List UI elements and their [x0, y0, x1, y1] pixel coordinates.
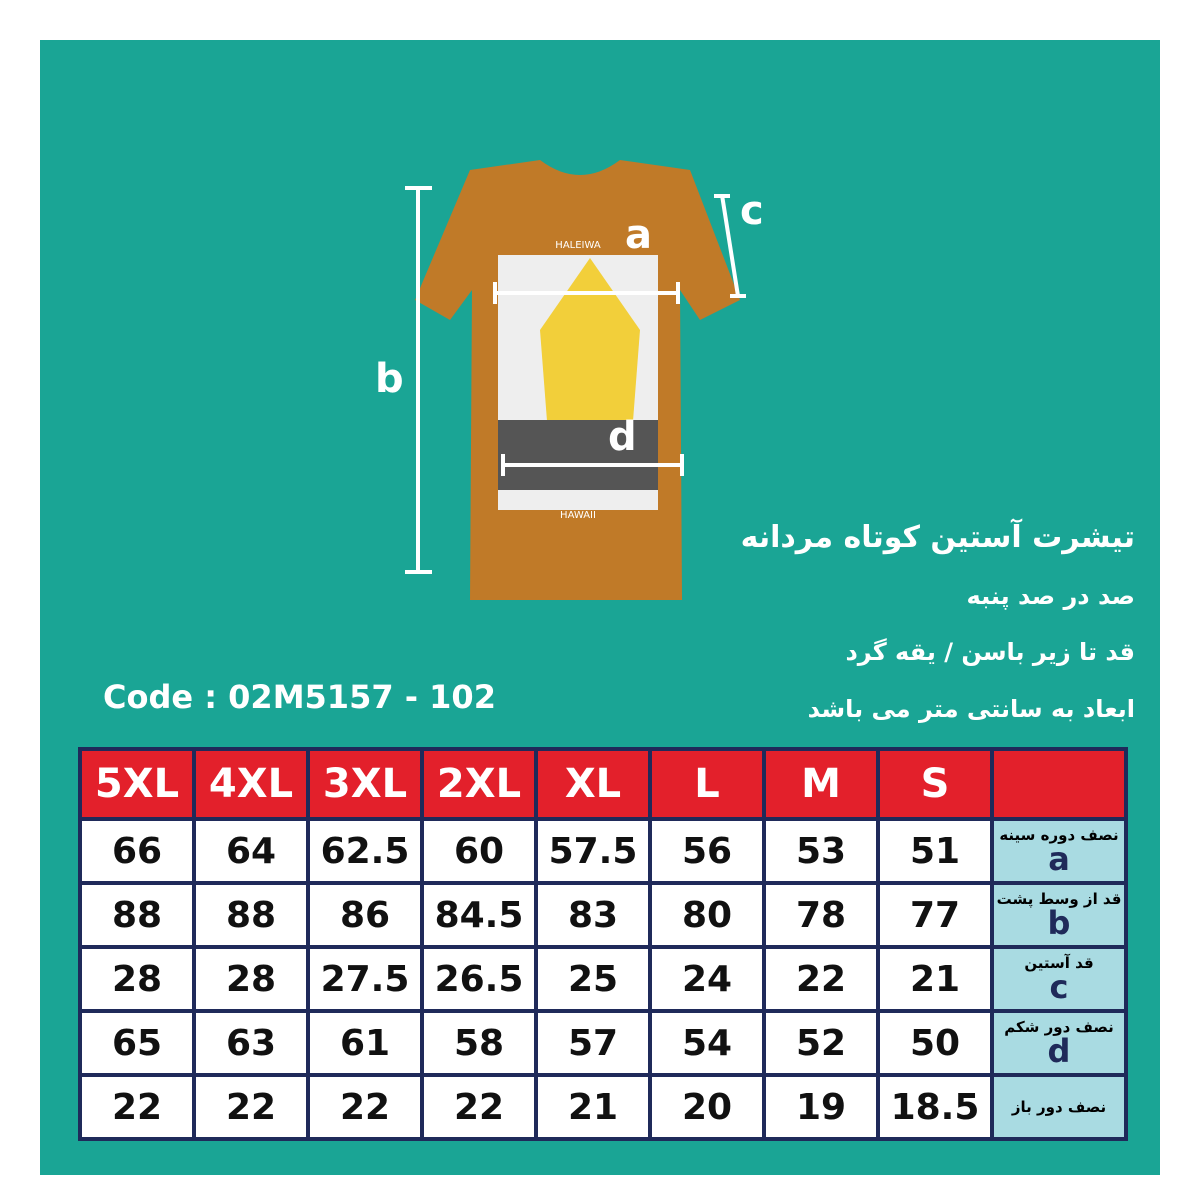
size-header: 2XL [420, 747, 538, 821]
beach [498, 420, 658, 490]
size-value: 80 [648, 881, 766, 949]
size-value: 22 [420, 1073, 538, 1141]
size-header: 4XL [192, 747, 310, 821]
row-label: قد از وسط پشت b [990, 881, 1128, 949]
row-label: نصف دور باز [990, 1073, 1128, 1141]
size-row: 88 88 86 84.5 83 80 78 77 قد از وسط پشت b [78, 881, 1128, 949]
description: صد در صد پنبه [966, 582, 1135, 610]
size-header: S [876, 747, 994, 821]
row-letter: d [1047, 1031, 1071, 1070]
row-label-text: قد از وسط پشت [996, 889, 1122, 908]
size-value: 64 [192, 817, 310, 885]
size-value: 88 [192, 881, 310, 949]
size-value: 58 [420, 1009, 538, 1077]
row-label: قد آستین c [990, 945, 1128, 1013]
size-value: 27.5 [306, 945, 424, 1013]
size-value: 22 [78, 1073, 196, 1141]
size-value: 60 [420, 817, 538, 885]
label-b: b [375, 356, 404, 402]
size-header: XL [534, 747, 652, 821]
size-value: 20 [648, 1073, 766, 1141]
row-label-text: نصف دور باز [1011, 1097, 1107, 1116]
size-value: 25 [534, 945, 652, 1013]
size-row: 65 63 61 58 57 54 52 50 نصف دور شکم d [78, 1009, 1128, 1077]
size-value: 52 [762, 1009, 880, 1077]
print-text: HAWAII [560, 510, 596, 521]
surfboard [540, 258, 640, 460]
size-value: 57.5 [534, 817, 652, 885]
size-value: 21 [534, 1073, 652, 1141]
size-value: 51 [876, 817, 994, 885]
size-value: 26.5 [420, 945, 538, 1013]
size-row: 22 22 22 22 21 20 19 18.5 نصف دور باز [78, 1073, 1128, 1141]
measure-lines [405, 186, 746, 574]
shirt-diagram: HALEIWA HAWAII a b c d [375, 160, 764, 600]
product-code: Code : 02M5157 - 102 [103, 678, 496, 716]
size-value: 84.5 [420, 881, 538, 949]
row-letter: a [1048, 839, 1070, 878]
size-value: 66 [78, 817, 196, 885]
size-value: 22 [762, 945, 880, 1013]
label-d: d [608, 414, 637, 460]
label-c: c [740, 188, 764, 234]
description: ابعاد به سانتی متر می باشد [807, 695, 1135, 723]
description: تیشرت آستین کوتاه مردانه [740, 520, 1135, 555]
size-value: 61 [306, 1009, 424, 1077]
row-letter: c [1049, 967, 1069, 1006]
print-text: HALEIWA [555, 240, 601, 251]
size-value: 77 [876, 881, 994, 949]
size-value: 28 [192, 945, 310, 1013]
size-value: 22 [306, 1073, 424, 1141]
size-value: 50 [876, 1009, 994, 1077]
size-value: 22 [192, 1073, 310, 1141]
size-header: L [648, 747, 766, 821]
row-label: نصف دوره سینه a [990, 817, 1128, 885]
size-value: 24 [648, 945, 766, 1013]
size-row: 28 28 27.5 26.5 25 24 22 21 قد آستین c [78, 945, 1128, 1013]
header-row: 5XL 4XL 3XL 2XL XL L M S [78, 747, 1128, 821]
size-table: 5XL 4XL 3XL 2XL XL L M S 66 64 62.5 60 57.5 56 53 51 نصف… [78, 747, 1128, 1141]
size-value: 86 [306, 881, 424, 949]
size-value: 21 [876, 945, 994, 1013]
description: قد تا زیر باسن / یقه گرد [845, 638, 1135, 666]
row-letter: b [1047, 903, 1071, 942]
header-corner [990, 747, 1128, 821]
size-value: 88 [78, 881, 196, 949]
size-value: 56 [648, 817, 766, 885]
size-value: 63 [192, 1009, 310, 1077]
size-value: 28 [78, 945, 196, 1013]
size-header: M [762, 747, 880, 821]
size-value: 62.5 [306, 817, 424, 885]
row-label: نصف دور شکم d [990, 1009, 1128, 1077]
row-label-text: نصف دوره سینه [999, 825, 1119, 844]
size-header: 3XL [306, 747, 424, 821]
size-value: 19 [762, 1073, 880, 1141]
size-header: 5XL [78, 747, 196, 821]
row-label-text: قد آستین [1024, 953, 1094, 972]
size-value: 57 [534, 1009, 652, 1077]
row-label-text: نصف دور شکم [1004, 1017, 1114, 1036]
size-value: 65 [78, 1009, 196, 1077]
size-value: 54 [648, 1009, 766, 1077]
size-value: 83 [534, 881, 652, 949]
size-value: 78 [762, 881, 880, 949]
size-value: 18.5 [876, 1073, 994, 1141]
size-row: 66 64 62.5 60 57.5 56 53 51 نصف دوره سینه a [78, 817, 1128, 885]
size-value: 53 [762, 817, 880, 885]
label-a: a [625, 212, 652, 258]
